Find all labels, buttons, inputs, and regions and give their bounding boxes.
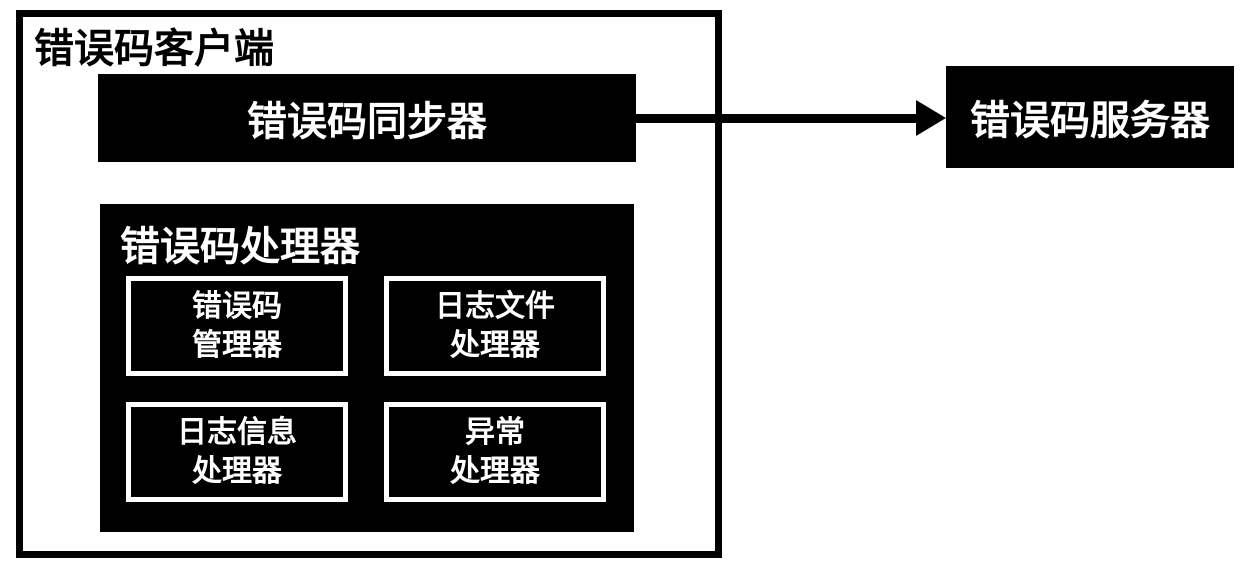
client-title: 错误码客户端 bbox=[34, 16, 274, 74]
sub-box-log-file: 日志文件 处理器 bbox=[384, 276, 606, 376]
arrow-line bbox=[636, 114, 922, 123]
arrow-head-icon bbox=[916, 100, 949, 136]
processor-title: 错误码处理器 bbox=[120, 214, 360, 272]
synchronizer-box: 错误码同步器 bbox=[98, 74, 636, 162]
sub-box-error-manager: 错误码 管理器 bbox=[126, 276, 348, 376]
sub-box-exception: 异常 处理器 bbox=[384, 402, 606, 502]
server-box: 错误码服务器 bbox=[946, 66, 1234, 168]
sub-box-log-info: 日志信息 处理器 bbox=[126, 402, 348, 502]
